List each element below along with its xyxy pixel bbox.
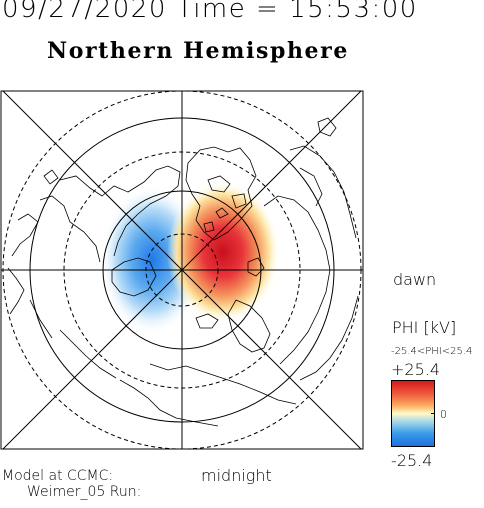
run-label: Weimer_05 Run:: [27, 484, 142, 500]
map-title: Northern Hemisphere: [47, 38, 349, 64]
colorbar-title: PHI [kV]: [392, 318, 457, 337]
meridian-lines: [1, 91, 363, 449]
colorbar-zero-tick: [431, 413, 435, 414]
dawn-label: dawn: [393, 270, 437, 289]
colorbar: [391, 380, 435, 447]
colorbar-range: -25.4<PHI<25.4: [391, 346, 473, 357]
model-label: Model at CCMC:: [2, 468, 114, 484]
coastlines: [7, 117, 359, 427]
colorbar-zero-label: 0: [440, 408, 447, 421]
positive-potential-cell: [167, 182, 279, 322]
midnight-label: midnight: [201, 466, 272, 485]
colorbar-min-label: -25.4: [391, 451, 433, 470]
potential-pattern: [102, 182, 279, 332]
timestamp: 09/27/2020 Time = 15:53:00: [2, 0, 418, 24]
colorbar-max-label: +25.4: [391, 360, 441, 379]
